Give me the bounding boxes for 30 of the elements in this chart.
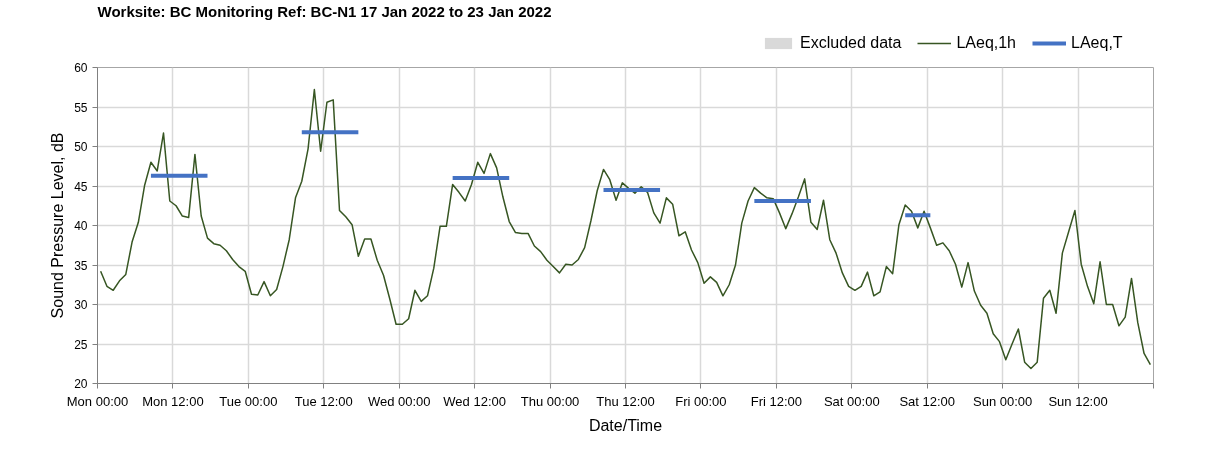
x-tick-label: Sun 12:00	[1048, 393, 1108, 409]
x-tick-label: Sat 00:00	[823, 393, 880, 409]
legend-label: LAeq,1h	[956, 34, 1017, 52]
x-tick-label: Wed 00:00	[367, 393, 431, 409]
y-tick-label: 35	[74, 258, 88, 273]
x-tick-label: Sat 12:00	[899, 393, 956, 409]
x-tick-label: Thu 00:00	[520, 393, 580, 409]
y-tick-label: 60	[74, 61, 88, 75]
legend-label: Excluded data	[800, 34, 902, 52]
x-axis-title: Date/Time	[588, 416, 663, 434]
y-tick-label: 20	[74, 377, 88, 391]
x-tick-label: Fri 12:00	[750, 393, 803, 409]
y-tick-label: 25	[74, 337, 88, 352]
y-tick-label: 50	[74, 140, 88, 154]
x-tick-label: Tue 00:00	[219, 393, 278, 409]
y-tick-label: 30	[74, 298, 88, 312]
x-tick-label: Wed 12:00	[443, 393, 506, 409]
legend-label: LAeq,T	[1071, 34, 1123, 52]
chart-title: Worksite: BC Monitoring Ref: BC-N1 17 Jan 2022 to 23 Jan 2022	[97, 2, 552, 20]
y-tick-label: 40	[74, 219, 88, 233]
x-tick-label: Mon 00:00	[66, 393, 129, 409]
y-tick-label: 45	[74, 179, 88, 194]
line-series	[99, 88, 1152, 370]
x-tick-label: Fri 00:00	[675, 393, 727, 409]
y-tick-label: 55	[74, 100, 88, 115]
x-tick-label: Mon 12:00	[142, 393, 204, 409]
x-tick-label: Sun 00:00	[973, 393, 1033, 409]
x-tick-label: Tue 12:00	[294, 393, 353, 409]
y-axis-title: Sound Pressure Level, dB	[49, 132, 67, 319]
x-tick-label: Thu 12:00	[596, 393, 655, 409]
